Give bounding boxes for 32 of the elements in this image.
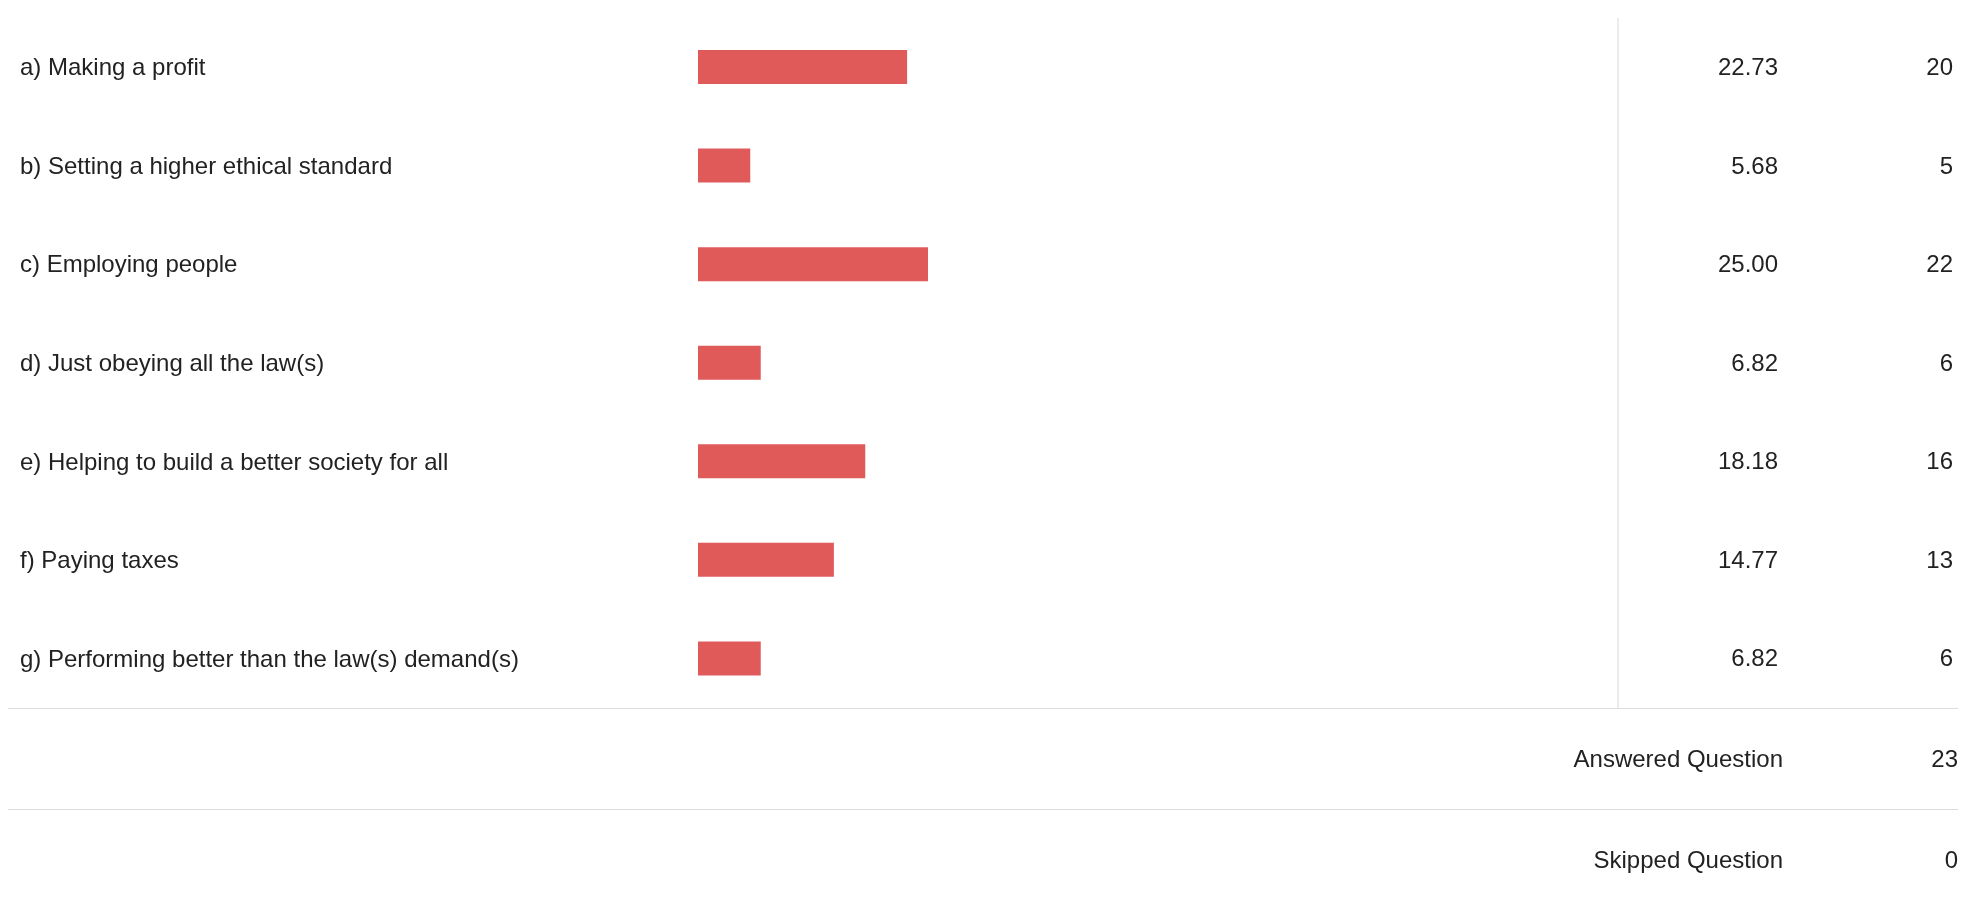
bar: [698, 345, 761, 380]
y-tick-label: e) Helping to build a better society for all: [20, 447, 449, 475]
y-tick-label: b) Setting a higher ethical standard: [20, 151, 393, 179]
data-label: 14.77: [1717, 545, 1778, 573]
text: 0: [1943, 846, 1958, 874]
text: Answered Question: [1572, 745, 1783, 773]
text: 13: [1926, 545, 1953, 573]
data-label: 25.00: [1717, 250, 1778, 278]
text: 6: [1939, 348, 1953, 376]
data-label: 6.82: [1731, 644, 1778, 672]
data-label: 5.68: [1731, 151, 1778, 179]
y-tick-label: g) Performing better than the law(s) demand(s): [20, 644, 519, 672]
bar: [698, 50, 908, 84]
text: 22: [1926, 250, 1953, 278]
text: Skipped Question: [1592, 846, 1783, 874]
y-tick-label: a) Making a profit: [20, 53, 206, 81]
text: 6: [1939, 644, 1953, 672]
y-tick-label: c) Employing people: [20, 250, 238, 278]
text: 23: [1930, 745, 1958, 773]
bar: [698, 148, 751, 183]
bar: [698, 641, 761, 676]
bar: [698, 444, 866, 479]
text: 20: [1926, 53, 1953, 80]
data-label: 18.18: [1717, 447, 1778, 475]
text: 5: [1939, 151, 1953, 179]
data-label: 22.73: [1717, 53, 1778, 80]
bar: [698, 542, 834, 577]
y-tick-label: f) Paying taxes: [20, 546, 179, 574]
y-tick-label: d) Just obeying all the law(s): [20, 349, 325, 376]
text: 16: [1926, 447, 1953, 475]
bar: [698, 247, 928, 282]
data-label: 6.82: [1731, 348, 1778, 376]
